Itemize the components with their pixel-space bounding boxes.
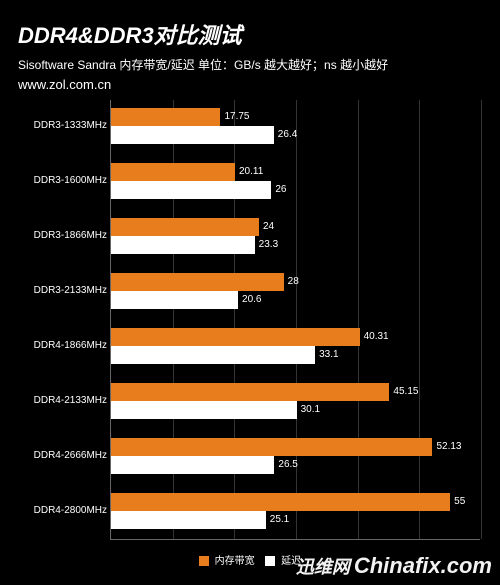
bar-value: 52.13 [436,441,461,452]
bar-white: 23.3 [111,236,255,254]
category-group: DDR3-1600MHz20.1126 [111,163,480,199]
watermark-cn: 迅维网 [296,557,350,577]
source-url: www.zol.com.cn [18,77,482,92]
category-label: DDR3-1333MHz [21,120,107,131]
chart-container: DDR4&DDR3对比测试 Sisoftware Sandra 内存带宽/延迟 … [0,0,500,540]
bar-orange: 52.13 [111,438,432,456]
chart-subtitle: Sisoftware Sandra 内存带宽/延迟 单位：GB/s 越大越好；n… [18,56,482,73]
bar-value: 26.5 [278,459,297,470]
category-label: DDR4-2666MHz [21,450,107,461]
watermark-en: Chinafix.com [354,553,492,578]
bar-value: 45.15 [393,386,418,397]
category-group: DDR4-2666MHz52.1326.5 [111,438,480,474]
gridline [481,100,482,539]
chart-area: DDR3-1333MHz17.7526.4 DDR3-1600MHz20.1126… [28,100,482,540]
category-label: DDR3-2133MHz [21,285,107,296]
bar-orange: 17.75 [111,108,220,126]
legend-item-bandwidth: 内存带宽 [199,552,255,567]
bar-orange: 40.31 [111,328,360,346]
bar-value: 20.11 [239,166,263,177]
legend-label-1: 内存带宽 [215,556,255,567]
bar-value: 25.1 [270,514,289,525]
category-group: DDR3-1333MHz17.7526.4 [111,108,480,144]
bar-value: 28 [288,276,299,287]
bar-white: 20.6 [111,291,238,309]
category-label: DDR4-2133MHz [21,395,107,406]
bar-white: 33.1 [111,346,315,364]
bar-value: 24 [263,221,274,232]
category-label: DDR3-1600MHz [21,175,107,186]
bar-orange: 45.15 [111,383,389,401]
legend-swatch-orange [199,556,209,566]
bar-value: 55 [454,496,465,507]
bar-white: 30.1 [111,401,297,419]
category-label: DDR4-1866MHz [21,340,107,351]
category-label: DDR3-1866MHz [21,230,107,241]
bar-orange: 55 [111,493,450,511]
category-group: DDR3-2133MHz2820.6 [111,273,480,309]
bar-white: 26 [111,181,271,199]
bar-value: 17.75 [224,111,249,122]
bar-value: 26 [275,184,286,195]
bar-white: 26.4 [111,126,274,144]
bar-value: 40.31 [364,331,389,342]
bar-value: 33.1 [319,349,338,360]
bar-value: 20.6 [242,294,261,305]
plot-region: DDR3-1333MHz17.7526.4 DDR3-1600MHz20.1126… [110,100,480,540]
category-label: DDR4-2800MHz [21,505,107,516]
category-group: DDR3-1866MHz2423.3 [111,218,480,254]
bar-value: 30.1 [301,404,320,415]
bar-value: 26.4 [278,129,297,140]
legend-swatch-white [265,556,275,566]
category-group: DDR4-2133MHz45.1530.1 [111,383,480,419]
bar-white: 26.5 [111,456,274,474]
bar-value: 23.3 [259,239,278,250]
category-group: DDR4-2800MHz5525.1 [111,493,480,529]
watermark: 迅维网Chinafix.com [296,553,492,579]
category-group: DDR4-1866MHz40.3133.1 [111,328,480,364]
chart-title: DDR4&DDR3对比测试 [18,18,482,50]
bar-white: 25.1 [111,511,266,529]
bar-orange: 20.11 [111,163,235,181]
bar-orange: 24 [111,218,259,236]
bar-orange: 28 [111,273,284,291]
